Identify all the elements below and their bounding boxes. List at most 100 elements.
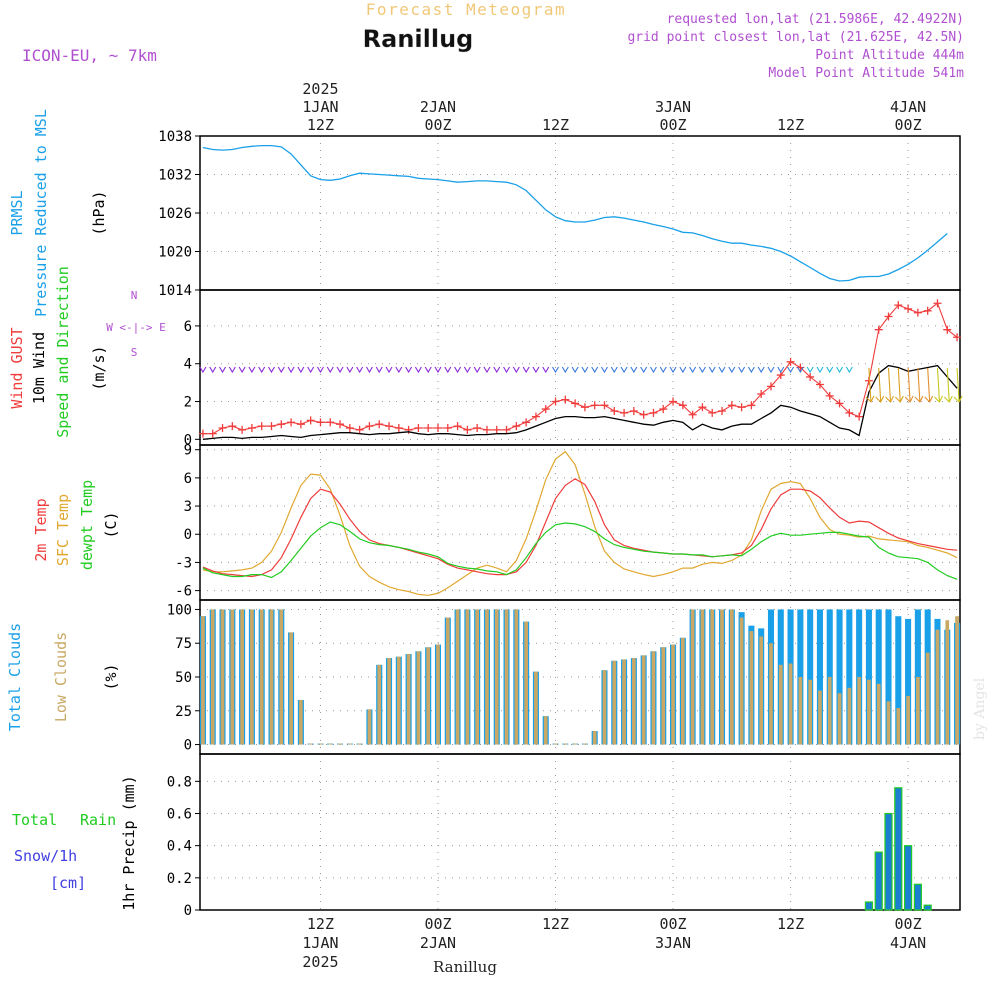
wind-direction-arrow <box>571 366 579 374</box>
low-cloud-bar <box>837 693 842 745</box>
wind-direction-arrow <box>552 366 559 374</box>
bottom-time-label: 12Z <box>777 915 804 933</box>
low-cloud-bar <box>622 659 626 745</box>
total-cloud-bar <box>836 609 843 745</box>
wind-direction-arrow <box>346 366 354 374</box>
wind-direction-arrow <box>943 367 953 403</box>
low-cloud-bar <box>230 609 235 745</box>
low-cloud-bar <box>455 609 460 745</box>
wind-direction-arrow <box>503 366 511 374</box>
low-cloud-bar <box>289 632 293 745</box>
top-time-label: 00Z <box>659 116 686 134</box>
chart-subtitle: Forecast Meteogram <box>366 0 566 19</box>
total-cloud-bar <box>905 618 912 745</box>
sfc-temp-line <box>202 450 958 596</box>
pressure-line <box>202 144 948 282</box>
gust-point <box>953 333 962 342</box>
wind-direction-arrow <box>669 366 677 374</box>
pressure-ytick-label: 1032 <box>158 168 192 184</box>
wind-direction-arrow <box>649 366 657 374</box>
wind-direction-arrow <box>601 366 608 374</box>
low-cloud-bar <box>426 647 431 745</box>
precip-bar <box>884 812 893 911</box>
total-cloud-bar <box>885 609 892 745</box>
total-cloud-bar <box>895 616 902 745</box>
low-cloud-bar <box>436 644 440 745</box>
pressure-unit: (hPa) <box>90 190 108 235</box>
wind-direction-arrow <box>640 366 648 374</box>
gust-point <box>443 423 452 432</box>
total-cloud-bar <box>846 609 853 745</box>
low-cloud-bar <box>583 743 587 745</box>
wind-direction-arrow <box>836 366 844 374</box>
gust-point <box>512 422 521 431</box>
pressure-ytick-label: 1020 <box>158 245 192 261</box>
total-cloud-bar <box>807 609 814 745</box>
gust-point <box>786 357 795 366</box>
gust-point <box>404 425 413 434</box>
gust-point <box>923 306 932 315</box>
precip-frame <box>199 753 961 911</box>
low-cloud-bar <box>788 663 793 745</box>
wind-direction-arrow <box>209 366 217 374</box>
low-cloud-bar <box>935 629 940 745</box>
clouds-ytick-label: 100 <box>167 602 192 618</box>
wind-direction-arrow <box>865 367 875 403</box>
gust-point <box>433 423 442 432</box>
gust-point <box>345 423 354 432</box>
wind-direction-arrow <box>483 366 491 374</box>
wind-direction-arrow <box>268 366 275 374</box>
low-cloud-bar <box>876 683 881 745</box>
low-cloud-bar <box>445 617 450 745</box>
low-cloud-bar <box>602 670 607 745</box>
top-time-label: 00Z <box>424 116 451 134</box>
gust-point <box>394 423 403 432</box>
low-cloud-bar <box>210 609 215 745</box>
gust-point <box>502 425 511 434</box>
gust-line <box>202 302 958 435</box>
total-cloud-bar <box>875 609 882 745</box>
temp-2m-line <box>202 478 958 578</box>
wind-direction-arrow <box>248 366 256 374</box>
wind-direction-arrow <box>356 366 364 374</box>
wind-ytick-label: 0 <box>184 432 192 448</box>
gust-point <box>238 425 247 434</box>
low-cloud-bar <box>867 679 871 745</box>
wind-ytick-label: 4 <box>184 357 192 373</box>
wind-direction-arrow <box>659 366 667 374</box>
low-cloud-bar <box>396 656 401 745</box>
wind-unit: (m/s) <box>90 345 108 390</box>
wind-direction-arrow <box>405 366 413 374</box>
gust-point <box>482 425 491 434</box>
low-cloud-bar <box>847 687 852 745</box>
precip-bar <box>923 904 932 911</box>
gust-point <box>757 389 766 398</box>
gust-point <box>894 301 903 310</box>
clouds-ytick-label: 75 <box>175 636 192 652</box>
wind-direction-arrow <box>826 366 834 374</box>
low-cloud-bar <box>729 609 734 745</box>
temp-2m-label: 2m Temp <box>32 498 50 561</box>
gust-point <box>208 429 217 438</box>
gust-point <box>463 425 472 434</box>
station-title: Ranillug <box>363 25 474 53</box>
low-cloud-bar <box>573 743 577 745</box>
top-time-label: 1JAN <box>302 98 338 116</box>
wind-direction-arrow <box>885 367 894 403</box>
low-cloud-bar <box>514 609 519 745</box>
wind-direction-arrow <box>689 366 697 374</box>
low-cloud-bar <box>543 716 548 745</box>
low-cloud-bar <box>641 655 646 745</box>
gust-point <box>551 397 560 406</box>
gust-point <box>815 380 824 389</box>
gust-point <box>198 429 207 438</box>
wind-direction-arrow <box>767 366 775 374</box>
temp-unit: (C) <box>102 511 120 538</box>
gust-point <box>864 376 873 385</box>
precip-ytick-label: 0.4 <box>167 839 192 855</box>
low-cloud-bar <box>680 637 685 745</box>
clouds-ytick-label: 25 <box>175 704 192 720</box>
low-clouds-label: Low Clouds <box>52 632 70 722</box>
wind-direction-arrow <box>728 366 736 374</box>
bottom-time-label: 00Z <box>424 915 451 933</box>
